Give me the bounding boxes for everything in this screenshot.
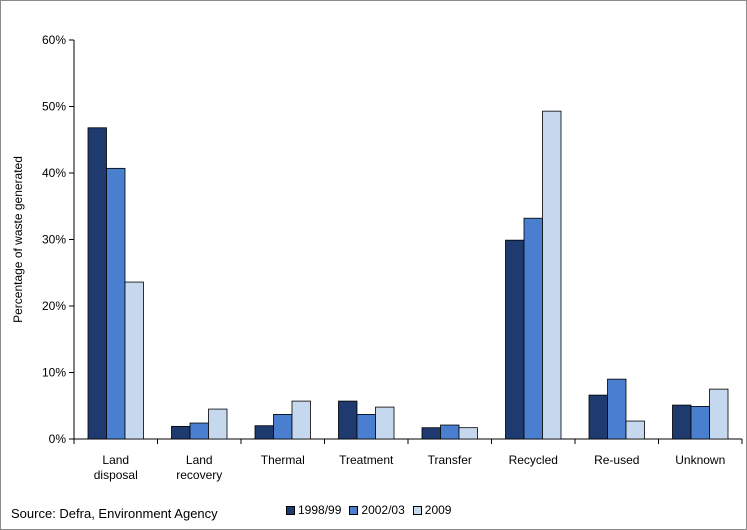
x-category-label: recovery (176, 468, 222, 482)
x-category-label: disposal (94, 468, 138, 482)
legend-label: 2009 (424, 503, 452, 517)
y-tick-label: 60% (42, 33, 66, 47)
bar (291, 400, 311, 440)
bar (338, 400, 358, 440)
bar (189, 422, 209, 440)
bar (458, 427, 478, 440)
axes (69, 39, 743, 444)
x-category-label: Land (186, 453, 213, 467)
bar (87, 127, 107, 440)
bar (254, 425, 274, 440)
legend-swatch (412, 505, 422, 515)
x-category-label: Recycled (509, 453, 558, 467)
legend-label: 2002/03 (361, 503, 405, 517)
bar (542, 110, 562, 440)
y-tick-label: 30% (42, 233, 66, 247)
bar (171, 425, 191, 440)
bar (709, 388, 729, 440)
bar (421, 427, 441, 440)
bar (273, 413, 293, 440)
x-category-label: Thermal (261, 453, 305, 467)
x-category-label: Treatment (339, 453, 394, 467)
legend-swatch (349, 505, 359, 515)
bars (87, 110, 729, 440)
y-tick-label: 40% (42, 166, 66, 180)
bar (505, 239, 525, 440)
bar (106, 167, 126, 440)
legend-label: 1998/99 (298, 503, 342, 517)
bar (523, 217, 543, 440)
bar (672, 404, 692, 440)
bar (625, 420, 645, 440)
source-note: Source: Defra, Environment Agency (11, 506, 218, 521)
bar (124, 281, 144, 440)
bar-chart: 0% 10% 20% 30% 40% 50% 60% Percentage of waste … (11, 33, 743, 482)
bar (440, 424, 460, 440)
y-axis-label: Percentage of waste generated (11, 156, 25, 323)
bar (356, 413, 376, 440)
x-category-label: Re-used (594, 453, 639, 467)
bar (607, 378, 627, 440)
legend-item: 2009 (412, 503, 452, 517)
bar (375, 406, 395, 440)
bar (208, 408, 228, 440)
bar (588, 394, 608, 440)
legend-item: 2002/03 (349, 503, 405, 517)
legend-swatch (286, 505, 295, 515)
bar (690, 406, 710, 440)
x-category-label: Land (102, 453, 129, 467)
legend: 1998/99 2002/03 2009 (286, 503, 451, 517)
y-tick-label: 50% (42, 100, 66, 114)
y-tick-label: 20% (42, 299, 66, 313)
y-tick-label: 10% (42, 366, 66, 380)
labels: 0% 10% 20% 30% 40% 50% 60% Percentage of waste … (11, 33, 725, 482)
x-category-label: Unknown (675, 453, 725, 467)
x-category-label: Transfer (428, 453, 472, 467)
y-tick-label: 0% (49, 432, 67, 446)
legend-item: 1998/99 (286, 503, 341, 517)
